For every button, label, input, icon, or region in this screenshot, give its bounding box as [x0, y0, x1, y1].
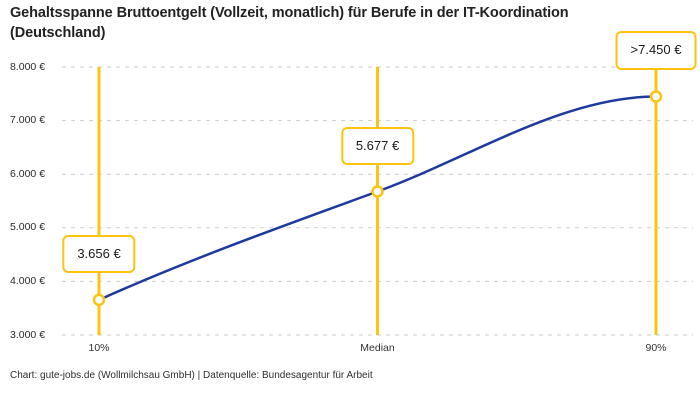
point-label-median: 5.677 €	[340, 126, 415, 165]
y-axis-tick-label: 7.000 €	[10, 114, 46, 127]
y-axis-tick-label: 6.000 €	[10, 167, 46, 180]
data-point-marker	[371, 185, 384, 198]
x-axis-tick-label: 90%	[645, 342, 667, 354]
x-axis-tick-label: Median	[360, 342, 395, 354]
chart-title: Gehaltsspanne Bruttoentgelt (Vollzeit, m…	[10, 5, 569, 41]
y-axis-tick-label: 3.000 €	[10, 328, 46, 341]
data-point-marker	[92, 293, 106, 307]
point-label-median-value: 5.677 €	[355, 137, 400, 153]
y-axis-tick-label: 5.000 €	[10, 221, 46, 234]
point-label-p90-value: >7.450 €	[630, 42, 682, 58]
source-credit: Chart: gute-jobs.de (Wollmilchsau GmbH) …	[10, 370, 373, 381]
y-axis-tick-label: 8.000 €	[10, 60, 46, 73]
x-axis-tick-label: 10%	[88, 342, 110, 354]
data-point-marker	[649, 90, 663, 103]
point-label-p10: 3.656 €	[62, 234, 136, 274]
point-label-p10-value: 3.656 €	[77, 245, 121, 261]
y-axis-tick-label: 4.000 €	[10, 274, 46, 287]
point-label-p90: >7.450 €	[615, 31, 697, 70]
